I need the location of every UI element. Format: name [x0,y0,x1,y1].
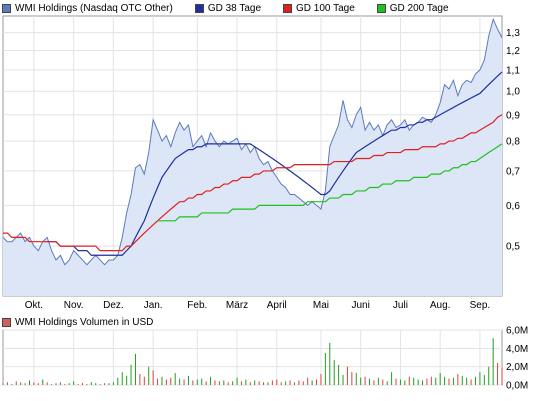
x-tick-label: Nov. [64,300,84,311]
gd100-series-line [3,114,503,252]
gd38-series-line [47,71,503,256]
price-series-line [2,17,503,266]
price-legend: WMI Holdings (Nasdaq OTC Other) GD 38 Ta… [2,1,471,15]
volume-y-tick-label: 4,0M [506,344,528,355]
x-tick-label: Juni [352,300,370,311]
volume-legend-swatch [2,318,11,327]
volume-y-tick-label: 6,0M [506,326,528,337]
x-tick-label: Mai [313,300,329,311]
legend-item-gd200: GD 200 Tage [376,2,449,14]
volume-y-tick-label: 2,0M [506,362,528,373]
legend-swatch-price [2,3,11,13]
legend-label-gd200: GD 200 Tage [389,2,449,14]
x-tick-label: Feb. [187,300,207,311]
legend-label-price: WMI Holdings (Nasdaq OTC Other) [15,2,173,14]
price-y-tick-label: 0,9 [506,110,520,121]
x-tick-label: Aug. [430,300,451,311]
legend-swatch-gd200 [376,3,386,13]
volume-plot-area [2,329,503,386]
x-tick-label: April [267,300,287,311]
x-tick-label: Sep. [470,300,491,311]
legend-label-gd100: GD 100 Tage [296,2,355,14]
price-y-tick-label: 0,5 [506,242,520,253]
volume-y-tick-label: 0,0M [506,381,528,392]
x-tick-label: März [226,300,248,311]
legend-item-gd100: GD 100 Tage [283,3,355,14]
gd200-series-line [157,143,503,222]
x-tick-label: Dez. [103,300,124,311]
volume-legend: WMI Holdings Volumen in USD [2,317,153,328]
legend-swatch-gd100 [283,3,293,13]
legend-label-gd38: GD 38 Tage [207,2,262,14]
legend-item-price: WMI Holdings (Nasdaq OTC Other) [2,3,173,14]
x-tick-label: Jan. [144,300,163,311]
price-y-tick-label: 1,1 [506,65,520,76]
price-y-tick-label: 0,6 [506,201,520,212]
x-tick-label: Juli [393,300,408,311]
price-area-fill [3,19,502,296]
volume-legend-label: WMI Holdings Volumen in USD [15,317,154,328]
price-y-tick-label: 1,2 [506,46,520,57]
legend-item-gd38: GD 38 Tage [194,2,262,14]
x-tick-label: Okt. [25,300,43,311]
price-y-tick-label: 1,0 [506,87,520,98]
price-y-tick-label: 0,7 [506,166,520,177]
price-y-tick-label: 0,8 [506,137,520,148]
price-y-tick-label: 1,3 [506,28,520,39]
legend-swatch-gd38 [194,3,204,13]
